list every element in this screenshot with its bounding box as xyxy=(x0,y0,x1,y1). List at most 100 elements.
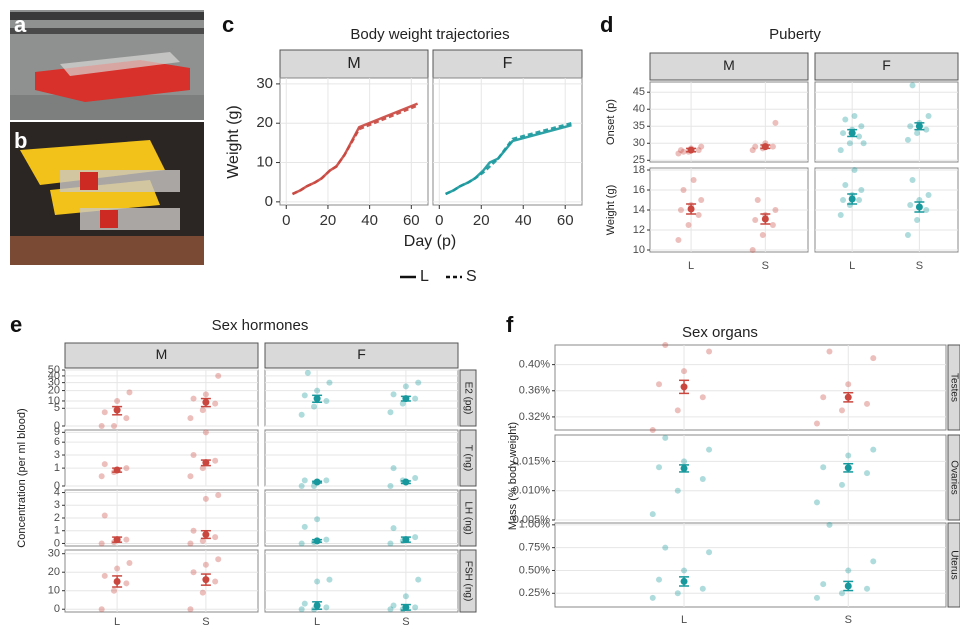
panel-background xyxy=(554,344,947,431)
y-tick-label: 1.00% xyxy=(519,519,550,531)
data-point xyxy=(123,536,130,543)
data-point xyxy=(813,420,820,427)
y-tick-label: 10 xyxy=(48,585,60,597)
data-point xyxy=(101,572,108,579)
data-point xyxy=(826,348,833,355)
data-point xyxy=(656,381,663,388)
data-point xyxy=(126,389,133,396)
data-point xyxy=(698,197,705,203)
data-point xyxy=(772,207,779,213)
data-point xyxy=(215,372,222,379)
x-tick-label: 40 xyxy=(361,212,378,229)
y-tick-label: 30 xyxy=(256,75,273,92)
data-point xyxy=(111,587,118,594)
row-strip xyxy=(947,522,960,608)
data-point xyxy=(925,113,932,120)
data-point xyxy=(845,567,852,574)
data-point xyxy=(754,197,761,203)
data-point xyxy=(674,590,681,597)
data-point xyxy=(98,473,105,480)
y-tick-label: 30 xyxy=(48,548,60,560)
data-point xyxy=(215,492,222,499)
x-tick-label: L xyxy=(849,260,855,272)
facet-label: M xyxy=(723,57,735,73)
data-point xyxy=(304,369,311,376)
data-point xyxy=(662,434,669,441)
row-label: T (ng) xyxy=(462,445,473,472)
data-point xyxy=(98,423,105,429)
x-tick-label: 40 xyxy=(515,212,532,229)
data-point xyxy=(769,143,776,150)
mean-point xyxy=(761,215,769,223)
data-point xyxy=(904,136,911,143)
panel-letter: e xyxy=(10,312,22,337)
data-point xyxy=(187,473,194,480)
data-point xyxy=(769,222,776,228)
mean-point xyxy=(313,478,321,486)
data-point xyxy=(123,415,130,422)
y-tick-label: 30 xyxy=(48,377,60,389)
data-point xyxy=(690,177,697,183)
data-point xyxy=(749,147,756,154)
data-point xyxy=(98,606,105,613)
data-point xyxy=(656,464,663,471)
data-point xyxy=(685,222,692,228)
data-point xyxy=(314,578,321,585)
chart-title: Puberty xyxy=(769,26,821,43)
data-point xyxy=(838,481,845,488)
data-point xyxy=(674,487,681,494)
data-point xyxy=(199,465,206,472)
data-point xyxy=(662,342,669,348)
chart-title: Sex hormones xyxy=(212,317,309,334)
facet-label: F xyxy=(503,55,513,72)
mean-point xyxy=(848,195,856,203)
y-tick-label: 0.50% xyxy=(519,564,550,576)
row-strip xyxy=(459,489,477,547)
panel-letter: c xyxy=(222,12,234,37)
mean-point xyxy=(313,395,321,403)
y-tick-label: 0.010% xyxy=(513,485,551,497)
x-tick-label: S xyxy=(916,260,923,272)
mean-point xyxy=(680,464,688,472)
data-point xyxy=(114,565,121,572)
y-tick-label: 0.015% xyxy=(513,455,551,467)
row-label: LH (ng) xyxy=(462,501,473,534)
facet-strip xyxy=(264,342,459,369)
y-tick-label: 3 xyxy=(54,449,60,461)
data-point xyxy=(842,182,849,188)
x-tick-label: L xyxy=(314,616,320,627)
row-strip xyxy=(459,549,477,613)
data-point xyxy=(838,590,845,597)
data-point xyxy=(298,540,305,547)
data-point xyxy=(412,604,419,611)
data-point xyxy=(301,523,308,530)
x-tick-label: S xyxy=(762,260,769,272)
row-label: E2 (pg) xyxy=(462,382,473,415)
data-point xyxy=(925,192,932,198)
facet-label: F xyxy=(882,57,891,73)
y-tick-label: 40 xyxy=(633,103,645,115)
data-point xyxy=(856,133,863,140)
data-point xyxy=(190,569,197,576)
y-tick-label: 12 xyxy=(633,224,645,236)
x-axis-label: Day (p) xyxy=(404,233,456,250)
data-point xyxy=(111,423,118,429)
data-point xyxy=(126,559,133,566)
y-tick-label: 5 xyxy=(54,402,60,414)
data-point xyxy=(860,140,867,147)
data-point xyxy=(202,391,209,398)
data-point xyxy=(390,465,397,472)
data-point xyxy=(323,477,330,484)
row-label: Onset (p) xyxy=(605,99,617,145)
y-tick-label: 3 xyxy=(54,499,60,511)
data-point xyxy=(699,585,706,592)
mean-point xyxy=(402,478,410,486)
photo-b xyxy=(10,122,204,265)
data-point xyxy=(680,187,687,193)
y-tick-label: 4 xyxy=(54,486,60,498)
data-point xyxy=(199,589,206,596)
data-point xyxy=(215,556,222,563)
y-tick-label: 0.25% xyxy=(519,587,550,599)
y-tick-label: 50 xyxy=(48,364,60,376)
data-point xyxy=(399,400,406,407)
